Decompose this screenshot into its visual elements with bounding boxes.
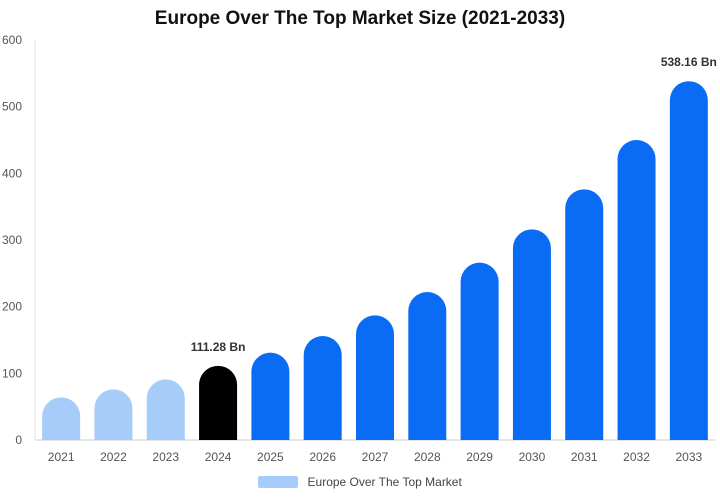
bars-group bbox=[42, 81, 708, 441]
chart-title: Europe Over The Top Market Size (2021-20… bbox=[154, 8, 566, 29]
bar-2031 bbox=[565, 189, 604, 440]
bar-2032 bbox=[617, 140, 656, 441]
x-axis: 2021 2022 2023 2024 2025 2026 2027 2028 2029 2030… bbox=[48, 450, 703, 464]
bar-2023 bbox=[146, 379, 185, 440]
y-tick-label: 500 bbox=[2, 100, 22, 114]
x-tick-label: 2031 bbox=[571, 450, 598, 464]
y-tick-label: 400 bbox=[2, 166, 22, 180]
bar-2030 bbox=[512, 229, 551, 440]
legend: Europe Over The Top Market bbox=[0, 474, 720, 489]
legend-label: Europe Over The Top Market bbox=[307, 474, 462, 489]
x-tick-label: 2033 bbox=[675, 450, 702, 464]
y-tick-label: 600 bbox=[2, 33, 22, 47]
x-tick-label: 2027 bbox=[362, 450, 389, 464]
x-tick-label: 2029 bbox=[466, 450, 493, 464]
x-tick-label: 2024 bbox=[205, 450, 232, 464]
bar-2033 bbox=[669, 81, 708, 440]
x-tick-label: 2021 bbox=[48, 450, 75, 464]
y-tick-label: 100 bbox=[2, 366, 22, 380]
y-tick-label: 300 bbox=[2, 233, 22, 247]
x-tick-label: 2030 bbox=[519, 450, 546, 464]
data-labels: 111.28 Bn 538.16 Bn bbox=[191, 55, 717, 354]
bar-2024 bbox=[199, 365, 238, 440]
bar-2028 bbox=[408, 292, 447, 440]
x-tick-label: 2023 bbox=[152, 450, 179, 464]
x-tick-label: 2028 bbox=[414, 450, 441, 464]
legend-swatch bbox=[258, 475, 299, 488]
data-label: 538.16 Bn bbox=[661, 55, 717, 69]
bar-2027 bbox=[356, 315, 394, 440]
x-tick-label: 2022 bbox=[100, 450, 127, 464]
bar-2021 bbox=[42, 397, 81, 440]
x-tick-label: 2032 bbox=[623, 450, 650, 464]
bar-2026 bbox=[303, 336, 342, 440]
y-axis: 0 100 200 300 400 500 600 bbox=[2, 33, 22, 447]
y-tick-label: 0 bbox=[15, 433, 22, 447]
x-tick-label: 2025 bbox=[257, 450, 284, 464]
bar-2022 bbox=[94, 389, 133, 440]
y-tick-label: 200 bbox=[2, 300, 22, 314]
x-tick-label: 2026 bbox=[309, 450, 336, 464]
data-label: 111.28 Bn bbox=[191, 340, 246, 354]
bar-2025 bbox=[251, 352, 290, 440]
bar-2029 bbox=[460, 262, 499, 440]
